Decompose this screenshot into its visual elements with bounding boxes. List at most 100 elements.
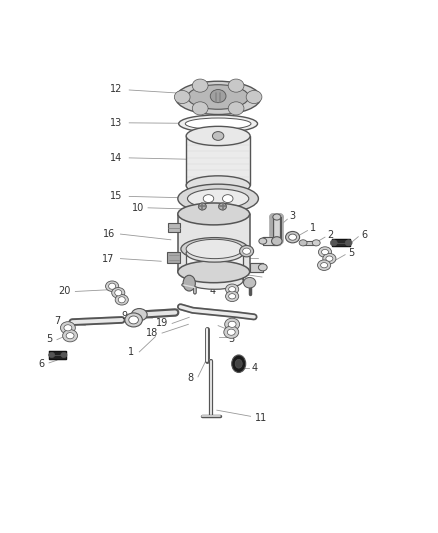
Ellipse shape [227,329,235,335]
Ellipse shape [187,85,249,109]
Ellipse shape [174,91,190,103]
Text: 12: 12 [110,84,122,94]
Ellipse shape [106,281,119,292]
Polygon shape [263,237,277,245]
Ellipse shape [125,313,142,327]
Text: 7: 7 [54,316,60,326]
Ellipse shape [229,294,236,299]
Ellipse shape [226,284,239,295]
Ellipse shape [181,238,248,260]
Ellipse shape [246,91,262,103]
Text: 6: 6 [361,230,367,240]
Ellipse shape [232,355,246,373]
Polygon shape [273,238,280,245]
Polygon shape [332,239,350,246]
Polygon shape [303,241,316,245]
Ellipse shape [203,195,214,203]
Text: 19: 19 [156,318,168,328]
Ellipse shape [244,278,256,288]
Text: 5: 5 [228,334,234,344]
Text: 5: 5 [348,248,354,259]
Polygon shape [273,217,281,241]
Ellipse shape [115,290,122,296]
Ellipse shape [61,352,67,358]
Ellipse shape [186,239,243,259]
Text: 3: 3 [290,211,296,221]
Ellipse shape [219,203,226,210]
Ellipse shape [228,102,244,115]
Text: 17: 17 [102,254,115,264]
Ellipse shape [192,79,208,92]
Text: 14: 14 [110,153,122,163]
Text: 2: 2 [328,230,334,240]
Polygon shape [250,263,263,272]
Ellipse shape [318,247,332,257]
Text: 5: 5 [228,323,234,333]
Ellipse shape [183,275,195,291]
Ellipse shape [212,132,224,140]
Ellipse shape [228,321,236,327]
Text: 4: 4 [252,363,258,373]
Ellipse shape [185,118,251,130]
Text: 1: 1 [310,223,316,233]
Ellipse shape [186,272,243,289]
Ellipse shape [63,329,78,342]
Ellipse shape [321,249,328,255]
Ellipse shape [198,203,206,210]
Ellipse shape [186,245,243,262]
Text: 18: 18 [146,328,159,338]
Text: 20: 20 [59,286,71,296]
Ellipse shape [210,90,226,103]
Ellipse shape [178,203,250,225]
Ellipse shape [64,325,72,331]
Ellipse shape [186,126,250,146]
Ellipse shape [176,81,261,115]
Ellipse shape [225,318,240,330]
Ellipse shape [115,295,128,305]
Bar [168,223,180,232]
Ellipse shape [223,195,233,203]
Ellipse shape [272,237,282,246]
Ellipse shape [286,231,300,243]
Ellipse shape [112,287,125,298]
Ellipse shape [186,176,250,195]
Polygon shape [273,217,280,241]
Ellipse shape [66,333,74,339]
Ellipse shape [118,297,125,303]
Ellipse shape [178,184,258,213]
Ellipse shape [224,326,239,338]
Polygon shape [186,253,243,280]
Text: 13: 13 [110,118,122,128]
Text: 15: 15 [110,191,122,201]
Text: 2: 2 [237,266,243,277]
Ellipse shape [109,283,116,289]
Ellipse shape [312,240,320,246]
Ellipse shape [321,263,328,268]
Ellipse shape [318,260,331,270]
Text: 9: 9 [122,311,128,320]
Ellipse shape [131,309,147,321]
Ellipse shape [60,322,75,334]
Ellipse shape [129,316,138,324]
Ellipse shape [323,253,336,264]
Polygon shape [49,351,66,359]
Ellipse shape [235,359,242,368]
Polygon shape [178,214,250,272]
Text: 10: 10 [132,203,144,213]
Text: 11: 11 [254,413,267,423]
Ellipse shape [243,248,251,254]
Text: 4: 4 [209,286,215,296]
Ellipse shape [299,240,307,246]
Ellipse shape [240,246,254,257]
Text: 1: 1 [127,347,134,357]
Ellipse shape [326,256,333,261]
Ellipse shape [258,264,267,271]
Ellipse shape [228,79,244,92]
Text: 1: 1 [233,251,239,261]
Ellipse shape [273,214,281,220]
Text: 5: 5 [46,334,52,344]
Ellipse shape [226,291,239,302]
Ellipse shape [330,240,337,246]
Ellipse shape [229,287,236,292]
Ellipse shape [187,189,249,208]
